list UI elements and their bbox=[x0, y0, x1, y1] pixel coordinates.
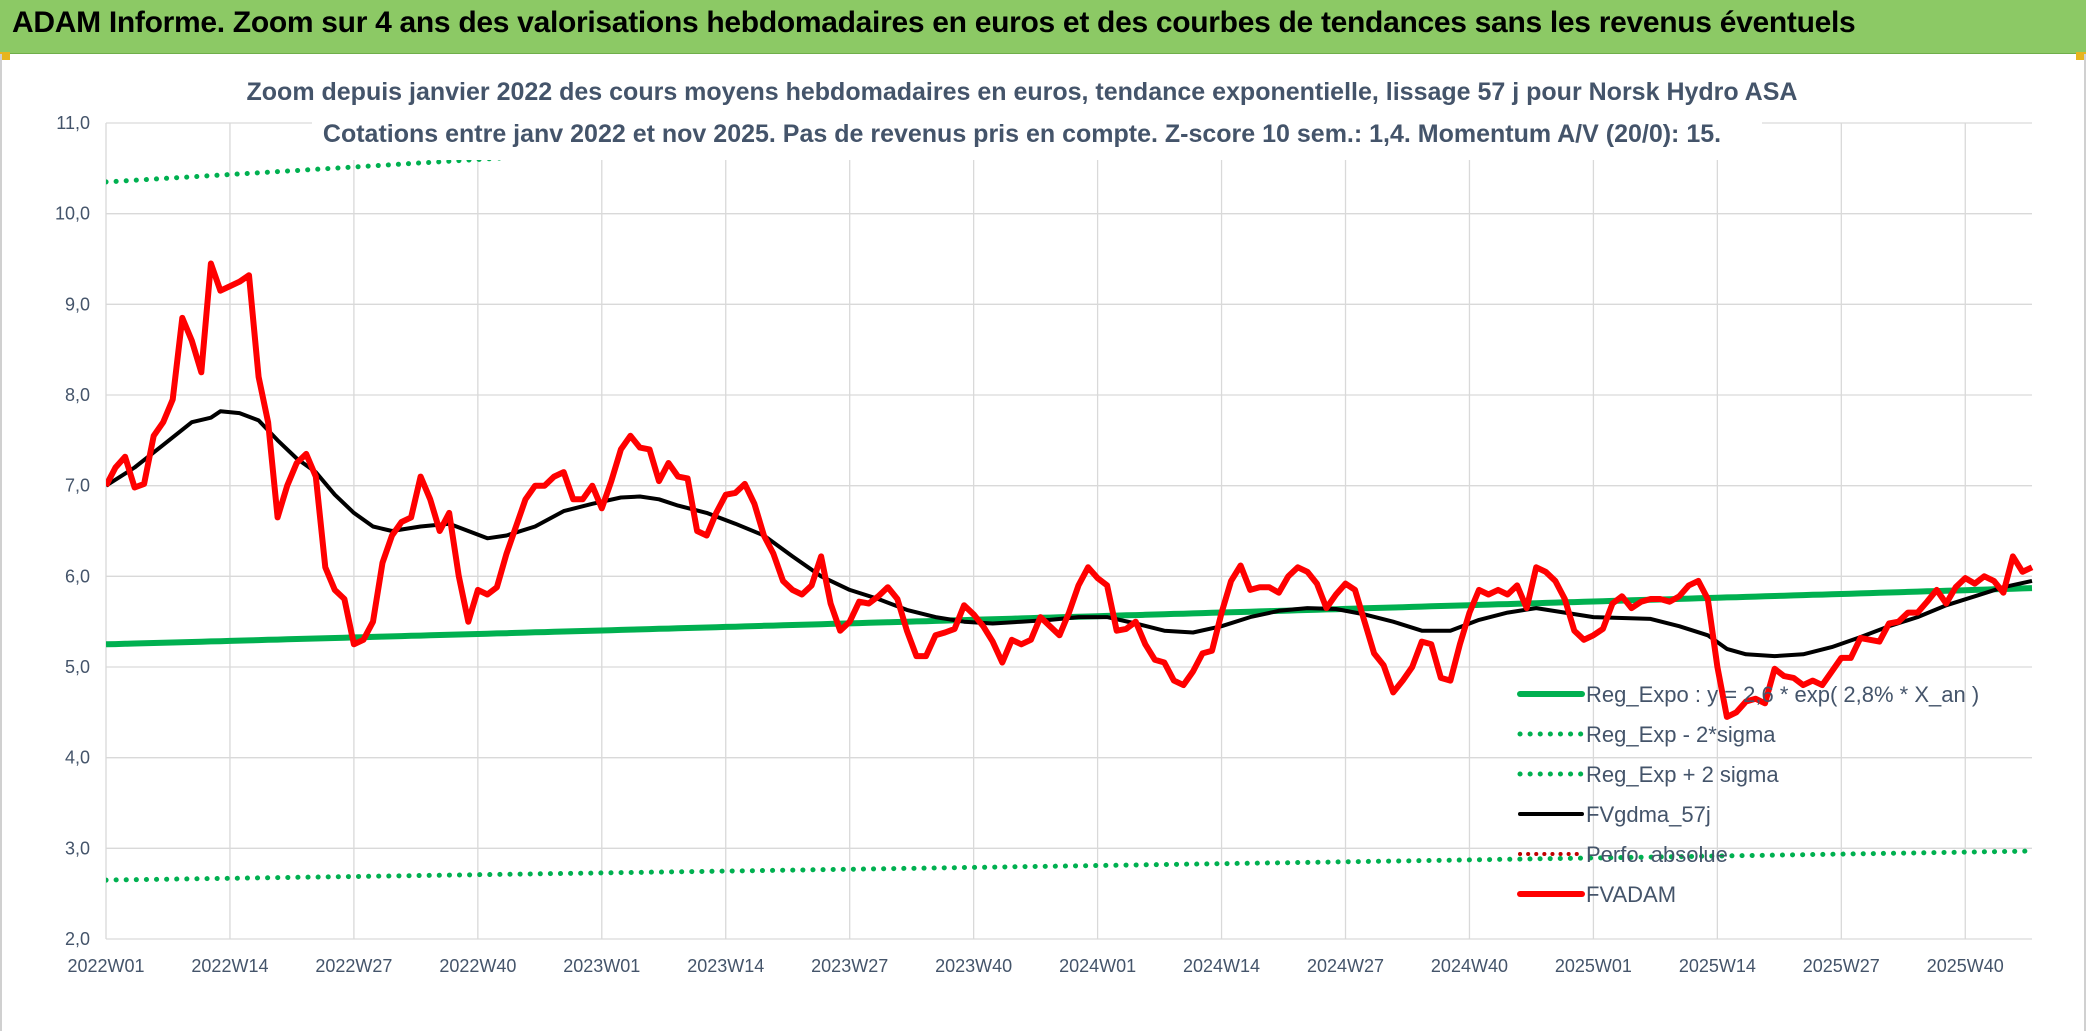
x-tick-label: 2024W01 bbox=[1059, 956, 1136, 976]
y-tick-label: 11,0 bbox=[56, 113, 90, 133]
legend-label: FVgdma_57j bbox=[1586, 802, 1711, 827]
y-tick-label: 8,0 bbox=[65, 385, 90, 405]
x-tick-label: 2025W01 bbox=[1555, 956, 1632, 976]
x-tick-label: 2023W14 bbox=[687, 956, 764, 976]
x-tick-label: 2023W01 bbox=[563, 956, 640, 976]
y-tick-label: 6,0 bbox=[65, 566, 90, 586]
x-axis-ticks: 2022W01 2022W14 2022W27 2022W40 2023W01 2023W… bbox=[67, 956, 2003, 976]
x-tick-label: 2023W27 bbox=[811, 956, 888, 976]
x-tick-label: 2025W27 bbox=[1803, 956, 1880, 976]
x-tick-label: 2025W40 bbox=[1927, 956, 2004, 976]
legend-label: FVADAM bbox=[1586, 882, 1676, 907]
banner-corner-right bbox=[2076, 52, 2086, 60]
x-tick-label: 2022W40 bbox=[439, 956, 516, 976]
series-line-reg-plus-2sigma bbox=[106, 104, 1399, 185]
x-tick-label: 2024W14 bbox=[1183, 956, 1260, 976]
x-tick-label: 2023W40 bbox=[935, 956, 1012, 976]
chart-subtitle: Cotations entre janv 2022 et nov 2025. P… bbox=[323, 120, 1721, 148]
legend-label: Reg_Expo : y = 2,6 * exp( 2,8% * X_an ) bbox=[1586, 682, 1979, 707]
x-tick-label: 2024W27 bbox=[1307, 956, 1384, 976]
legend-label: Perfo. absolue bbox=[1586, 842, 1728, 867]
x-tick-label: 2024W40 bbox=[1431, 956, 1508, 976]
y-tick-label: 2,0 bbox=[65, 929, 90, 949]
banner-corner-left bbox=[0, 52, 10, 60]
y-tick-label: 3,0 bbox=[65, 838, 90, 858]
series-line-fvadam bbox=[106, 260, 2034, 720]
chart-title-background bbox=[312, 56, 1762, 160]
series-line-reg-minus-2sigma bbox=[106, 848, 2034, 883]
chart-title: Zoom depuis janvier 2022 des cours moyen… bbox=[247, 78, 1798, 106]
y-tick-label: 4,0 bbox=[65, 748, 90, 768]
y-tick-label: 10,0 bbox=[55, 204, 90, 224]
legend-label: Reg_Exp + 2 sigma bbox=[1586, 762, 1779, 787]
x-tick-label: 2022W27 bbox=[315, 956, 392, 976]
chart-legend: Reg_Expo : y = 2,6 * exp( 2,8% * X_an ) R… bbox=[1517, 682, 1979, 907]
y-tick-label: 7,0 bbox=[65, 476, 90, 496]
x-tick-label: 2022W01 bbox=[67, 956, 144, 976]
x-tick-label: 2022W14 bbox=[191, 956, 268, 976]
report-title: ADAM Informe. Zoom sur 4 ans des valoris… bbox=[12, 6, 1856, 39]
x-tick-label: 2025W14 bbox=[1679, 956, 1756, 976]
chart-frame: 2,0 3,0 4,0 5,0 6,0 7,0 8,0 9,0 10,0 11,0 2022W01… bbox=[0, 54, 2086, 1031]
y-axis-ticks: 2,0 3,0 4,0 5,0 6,0 7,0 8,0 9,0 10,0 11,0 bbox=[55, 113, 90, 949]
legend-label: Reg_Exp - 2*sigma bbox=[1586, 722, 1776, 747]
series-line-fvgdma bbox=[106, 409, 2033, 659]
y-tick-label: 5,0 bbox=[65, 657, 90, 677]
line-chart: 2,0 3,0 4,0 5,0 6,0 7,0 8,0 9,0 10,0 11,0 2022W01… bbox=[55, 56, 2034, 976]
report-banner: ADAM Informe. Zoom sur 4 ans des valoris… bbox=[0, 0, 2086, 54]
series-lines bbox=[106, 104, 2034, 883]
y-tick-label: 9,0 bbox=[65, 294, 90, 314]
